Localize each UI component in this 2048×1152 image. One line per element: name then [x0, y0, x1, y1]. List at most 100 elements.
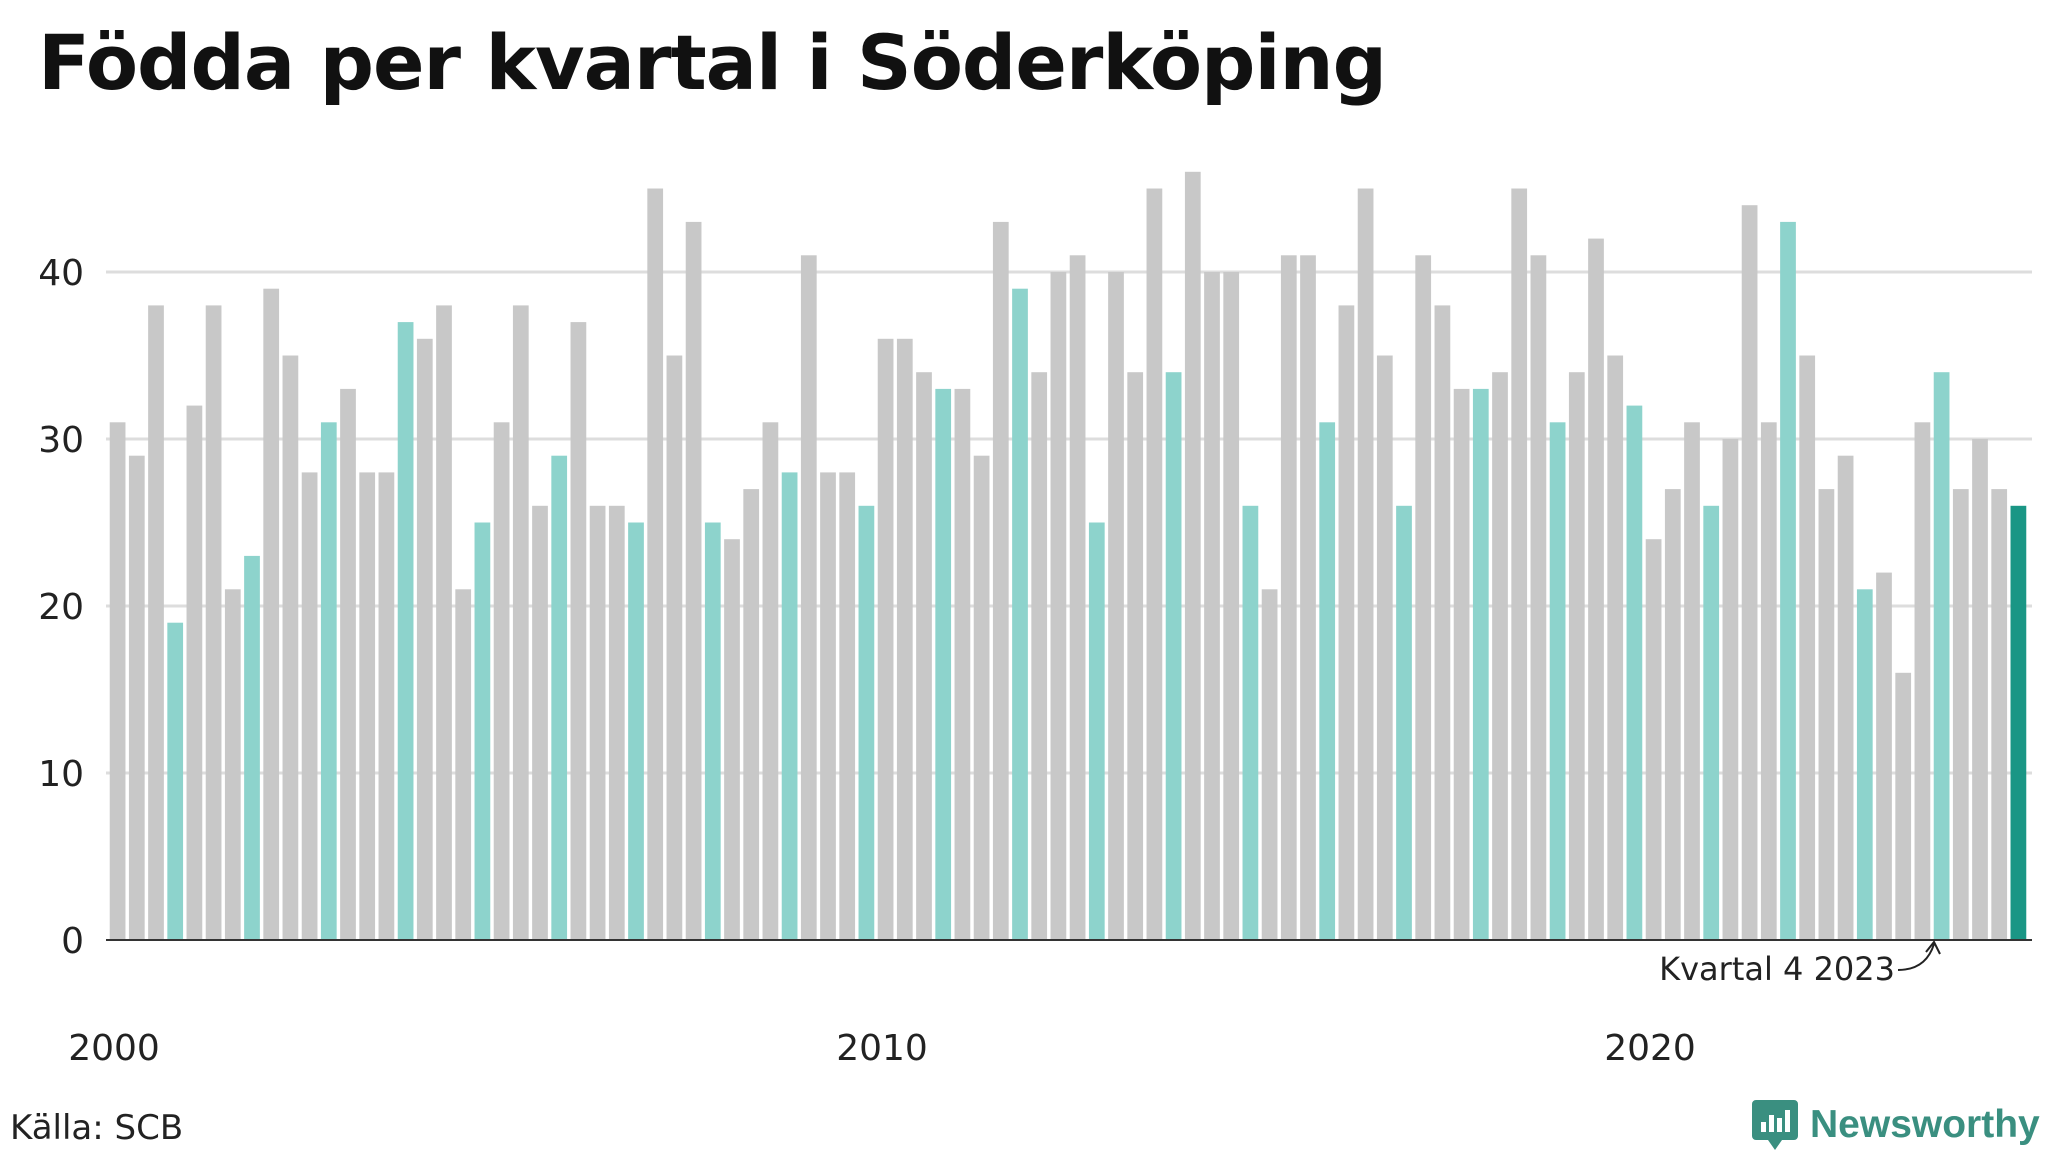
bar — [1607, 355, 1624, 940]
bar — [1165, 372, 1182, 940]
bar — [1645, 539, 1662, 940]
x-tick-label: 2000 — [68, 1028, 160, 1069]
bar — [1012, 288, 1028, 940]
bar — [1818, 489, 1835, 940]
y-tick-label: 10 — [38, 754, 84, 795]
bar — [186, 405, 203, 941]
bar — [1319, 422, 1336, 940]
bar — [532, 505, 548, 940]
bar — [224, 589, 241, 940]
bar — [1434, 305, 1451, 940]
bar — [1952, 489, 1969, 940]
newsworthy-logo-icon — [1752, 1100, 1798, 1150]
bar — [244, 555, 260, 940]
bar — [1088, 522, 1105, 940]
bar — [1760, 422, 1777, 940]
bar — [1588, 238, 1604, 941]
bar — [1664, 489, 1681, 940]
bar — [1626, 405, 1643, 941]
bar — [205, 305, 222, 940]
bar — [167, 622, 184, 940]
bar — [1357, 188, 1374, 940]
annotation-label: Kvartal 4 2023 — [1659, 950, 1895, 988]
bar — [493, 422, 510, 940]
bar — [781, 472, 798, 940]
y-tick-label: 40 — [38, 253, 84, 294]
newsworthy-logo: Newsworthy — [1752, 1098, 2040, 1152]
bar — [1511, 188, 1528, 940]
source-label: Källa: SCB — [10, 1108, 184, 1148]
bar — [820, 472, 836, 940]
x-tick-label: 2010 — [836, 1028, 928, 1069]
bar — [1223, 272, 1240, 940]
annotation-arrow-head — [1925, 940, 1941, 955]
bar — [1972, 439, 1988, 940]
bar — [1338, 305, 1355, 940]
bar — [896, 338, 913, 940]
bar — [1300, 255, 1316, 941]
bar — [1415, 255, 1432, 941]
bar — [1876, 572, 1892, 940]
bar — [1991, 489, 2008, 940]
bar — [1856, 589, 1873, 940]
bar — [282, 355, 299, 940]
bar — [1568, 372, 1585, 940]
bars — [109, 171, 2027, 941]
annotation-arrow — [1897, 943, 1935, 971]
bar — [512, 305, 529, 940]
bar — [1396, 505, 1412, 940]
bar — [340, 388, 356, 940]
bar — [1108, 272, 1124, 940]
bar — [1837, 455, 1854, 940]
newsworthy-logo-text: Newsworthy — [1810, 1103, 2040, 1146]
bar — [2010, 505, 2027, 940]
bar — [1280, 255, 1297, 941]
bar — [916, 372, 932, 940]
bar — [1031, 372, 1048, 940]
bar — [647, 188, 664, 940]
bar — [724, 539, 740, 940]
bar — [263, 288, 280, 940]
bar — [1050, 272, 1067, 940]
bar — [1933, 372, 1950, 940]
bar — [570, 322, 587, 941]
bar — [935, 388, 952, 940]
chart-title: Födda per kvartal i Söderköping — [38, 18, 1387, 107]
bar — [1069, 255, 1086, 941]
y-axis-ticks: 0 10 20 30 40 — [38, 253, 84, 962]
bar — [1472, 388, 1489, 940]
bar — [301, 472, 318, 940]
bar — [628, 522, 644, 940]
bar — [397, 322, 414, 941]
bar — [1780, 221, 1796, 940]
bar — [1261, 589, 1278, 940]
bar — [1453, 388, 1470, 940]
bar — [1703, 505, 1720, 940]
bar — [800, 255, 817, 941]
bar-chart: 0 10 20 30 40 2000 2010 2020 Kvartal 4 2023 — [38, 171, 2032, 1069]
bar — [455, 589, 472, 940]
bar — [685, 221, 702, 940]
bar — [1127, 372, 1144, 940]
bar — [762, 422, 779, 940]
bar — [1184, 171, 1201, 941]
bar — [704, 522, 721, 940]
bar — [1492, 372, 1508, 940]
bar — [320, 422, 337, 940]
y-tick-label: 20 — [38, 587, 84, 628]
bar — [474, 522, 491, 940]
bar — [416, 338, 433, 940]
bar — [839, 472, 856, 940]
x-tick-label: 2020 — [1604, 1028, 1696, 1069]
y-tick-label: 0 — [61, 921, 84, 962]
bar — [1204, 272, 1220, 940]
bar — [858, 505, 875, 940]
bar — [436, 305, 452, 940]
bar — [877, 338, 894, 940]
bar — [1799, 355, 1816, 940]
bar — [1722, 439, 1739, 940]
bar — [148, 305, 164, 940]
bar — [973, 455, 990, 940]
bar — [109, 422, 126, 940]
bar — [743, 489, 760, 940]
